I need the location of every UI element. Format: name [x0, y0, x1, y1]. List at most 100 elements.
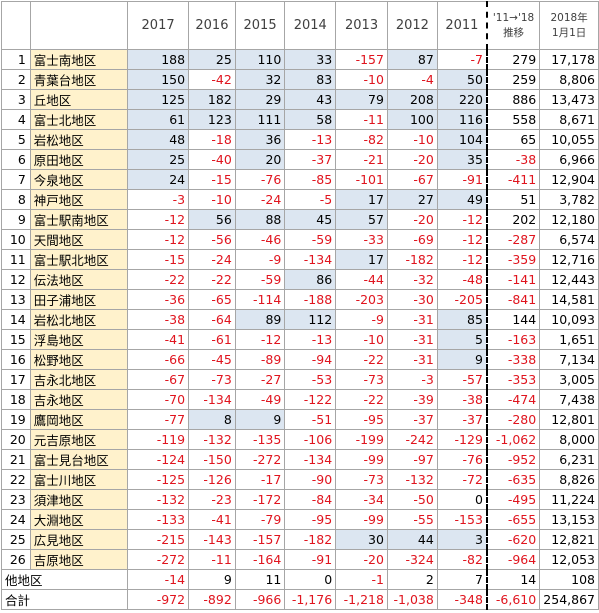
area-name: 田子浦地区 [29, 289, 129, 310]
area-name: 富士駅北地区 [29, 249, 129, 270]
value-cell: 108 [539, 569, 599, 590]
value-cell: -348 [436, 589, 488, 610]
table-row: 26 吉原地区 -272 -11 -164 -91 -20 -324 -82 -964 12,053 [1, 549, 599, 570]
value-cell: 111 [234, 109, 286, 130]
row-index: 8 [1, 189, 31, 210]
value-cell: 10,093 [539, 309, 599, 330]
value-cell: -134 [284, 249, 337, 270]
value-cell: -157 [335, 49, 388, 70]
value-cell: -199 [335, 429, 388, 450]
value-cell: -12 [234, 329, 286, 350]
value-cell: 33 [284, 49, 337, 70]
value-cell: 87 [386, 49, 438, 70]
value-cell: -99 [335, 509, 388, 530]
value-cell: -70 [127, 389, 190, 410]
value-cell: -119 [127, 429, 190, 450]
value-cell: -7 [436, 49, 488, 70]
value-cell: 259 [485, 69, 541, 90]
value-cell: -32 [386, 269, 438, 290]
value-cell: 220 [436, 89, 488, 110]
row-index: 23 [1, 489, 31, 510]
value-cell: -59 [234, 269, 286, 290]
table-row: 3 丘地区 125 182 29 43 79 208 220 886 13,473 [1, 89, 599, 110]
table-row: 1 富士南地区 188 25 110 33 -157 87 -7 279 17,178 [1, 49, 599, 70]
value-cell: 12,904 [539, 169, 599, 190]
value-cell: 36 [234, 129, 286, 150]
value-cell: 279 [485, 49, 541, 70]
table-row: 18 吉永地区 -70 -134 -49 -122 -22 -39 -38 -474 7,438 [1, 389, 599, 410]
value-cell: 9 [436, 349, 488, 370]
value-cell: -143 [188, 529, 236, 550]
area-name: 岩松北地区 [29, 309, 129, 330]
value-cell: -1,038 [386, 589, 438, 610]
value-cell: 56 [188, 209, 236, 230]
value-cell: -172 [234, 489, 286, 510]
value-cell: -27 [234, 369, 286, 390]
value-cell: -150 [188, 449, 236, 470]
value-cell: -122 [284, 389, 337, 410]
value-cell: -69 [386, 229, 438, 250]
area-name: 原田地区 [29, 149, 129, 170]
value-cell: -31 [386, 349, 438, 370]
value-cell: 104 [436, 129, 488, 150]
value-cell: -65 [188, 289, 236, 310]
area-name: 合計 [0, 589, 129, 610]
value-cell: 2 [386, 569, 438, 590]
area-name: 丘地区 [29, 89, 129, 110]
value-cell: -153 [436, 509, 488, 530]
value-cell: -90 [284, 469, 337, 490]
table-row: 16 松野地区 -66 -45 -89 -94 -22 -31 9 -338 7,134 [1, 349, 599, 370]
value-cell: -31 [386, 309, 438, 330]
header-cell: 2013 [335, 1, 388, 50]
value-cell: -38 [436, 389, 488, 410]
value-cell: -135 [234, 429, 286, 450]
row-index: 4 [1, 109, 31, 130]
area-name: 吉原地区 [29, 549, 129, 570]
value-cell: -34 [335, 489, 388, 510]
area-name: 富士駅南地区 [29, 209, 129, 230]
value-cell: -182 [386, 249, 438, 270]
value-cell: -76 [436, 449, 488, 470]
value-cell: -205 [436, 289, 488, 310]
value-cell: -133 [127, 509, 190, 530]
table-row: 8 神戸地区 -3 -10 -24 -5 17 27 49 51 3,782 [1, 189, 599, 210]
table-row: 15 浮島地区 -41 -61 -12 -13 -10 -31 5 -163 1,651 [1, 329, 599, 350]
row-index: 7 [1, 169, 31, 190]
value-cell: 14,581 [539, 289, 599, 310]
area-name: 松野地区 [29, 349, 129, 370]
row-index: 16 [1, 349, 31, 370]
value-cell: -17 [234, 469, 286, 490]
table-body: 1 富士南地区 188 25 110 33 -157 87 -7 279 17,178 2 青葉台地区 1… [0, 49, 599, 610]
value-cell: -22 [188, 269, 236, 290]
table-row: 合計 -972 -892 -966 -1,176 -1,218 -1,038 -348 -6,6… [0, 589, 599, 610]
value-cell: -125 [127, 469, 190, 490]
row-index: 5 [1, 129, 31, 150]
value-cell: -45 [188, 349, 236, 370]
header-cell: 2011 [436, 1, 488, 50]
value-cell: 208 [386, 89, 438, 110]
value-cell: -24 [188, 249, 236, 270]
value-cell: 24 [127, 169, 190, 190]
value-cell: 112 [284, 309, 337, 330]
table-row: 10 天間地区 -12 -56 -46 -59 -33 -69 -12 -287 6,574 [1, 229, 599, 250]
value-cell: -42 [188, 69, 236, 90]
value-cell: -40 [188, 149, 236, 170]
value-cell: -49 [234, 389, 286, 410]
row-index: 3 [1, 89, 31, 110]
value-cell: -132 [386, 469, 438, 490]
value-cell: -12 [127, 229, 190, 250]
table-row: 5 岩松地区 48 -18 36 -13 -82 -10 104 65 10,055 [1, 129, 599, 150]
value-cell: 8,671 [539, 109, 599, 130]
row-index: 24 [1, 509, 31, 530]
value-cell: 25 [188, 49, 236, 70]
value-cell: 48 [127, 129, 190, 150]
value-cell: -44 [335, 269, 388, 290]
value-cell: -22 [127, 269, 190, 290]
row-index: 12 [1, 269, 31, 290]
table-row: 6 原田地区 25 -40 20 -37 -21 -20 35 -38 6,966 [1, 149, 599, 170]
value-cell: -48 [436, 269, 488, 290]
value-cell: 7,134 [539, 349, 599, 370]
value-cell: 20 [234, 149, 286, 170]
value-cell: 7,438 [539, 389, 599, 410]
